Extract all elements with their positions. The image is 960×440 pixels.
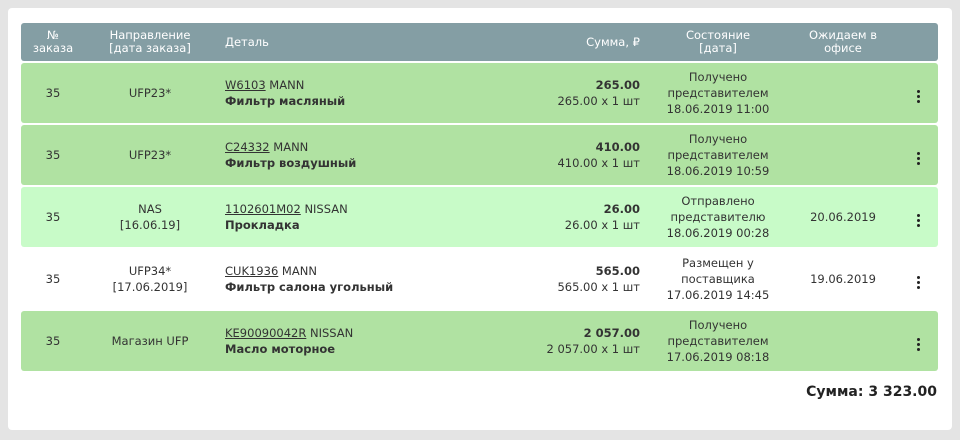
total-sum: Сумма: 3 323.00: [806, 384, 937, 400]
table-row[interactable]: 35 UFP34* [17.06.2019] CUK1936 MANN Филь…: [21, 249, 938, 309]
table-header: № заказа Направление [дата заказа] Деталь …: [21, 23, 938, 61]
more-options-icon[interactable]: [911, 212, 926, 229]
direction-name: UFP23*: [128, 86, 172, 100]
row-actions: [898, 143, 938, 167]
more-options-icon[interactable]: [911, 336, 926, 353]
status-date: 17.06.2019 14:45: [666, 288, 770, 302]
order-number: 35: [45, 148, 61, 162]
status-line-2: представителем: [667, 86, 769, 100]
part-brand: MANN: [281, 264, 317, 278]
direction: UFP23*: [85, 85, 215, 101]
part-info: CUK1936 MANN Фильтр салона угольный: [215, 263, 433, 295]
part-code-link[interactable]: W6103: [225, 78, 266, 92]
header-order-number: № заказа: [32, 28, 74, 55]
direction-name: NAS: [138, 202, 162, 216]
header-state: Состояние [дата]: [685, 28, 751, 55]
part-name: Фильтр масляный: [225, 94, 346, 108]
expected-date: 20.06.2019: [810, 210, 876, 224]
part-brand: MANN: [273, 140, 309, 154]
sum-detail: 2 057.00 x 1 шт: [546, 342, 640, 356]
status-line-1: Отправлено: [681, 194, 755, 208]
status-line-1: Размещен у: [682, 256, 754, 270]
sum: 410.00 410.00 x 1 шт: [433, 139, 648, 171]
status-line-2: представителем: [667, 148, 769, 162]
direction-name: UFP34*: [128, 264, 172, 278]
direction: Магазин UFP: [85, 333, 215, 349]
table-row[interactable]: 35 UFP23* C24332 MANN Фильтр воздушный 4…: [21, 125, 938, 185]
sum-total: 26.00: [603, 202, 640, 216]
part-name: Фильтр салона угольный: [225, 280, 394, 294]
part-code-link[interactable]: 1102601M02: [225, 202, 301, 216]
more-options-icon[interactable]: [911, 274, 926, 291]
part-code-link[interactable]: CUK1936: [225, 264, 279, 278]
status-date: 18.06.2019 00:28: [666, 226, 770, 240]
sum-total: 265.00: [595, 78, 640, 92]
status-line-1: Получено: [688, 132, 748, 146]
sum-total: 565.00: [595, 264, 640, 278]
table-row[interactable]: 35 Магазин UFP KE90090042R NISSAN Масло …: [21, 311, 938, 371]
table-row[interactable]: 35 UFP23* W6103 MANN Фильтр масляный 265…: [21, 63, 938, 123]
part-info: C24332 MANN Фильтр воздушный: [215, 139, 433, 171]
status-line-2: поставщика: [681, 272, 755, 286]
status: Получено представителем 17.06.2019 08:18: [648, 317, 788, 365]
sum-detail: 410.00 x 1 шт: [557, 156, 640, 170]
status-line-2: представителю: [670, 210, 766, 224]
part-name: Прокладка: [225, 218, 300, 232]
sum: 2 057.00 2 057.00 x 1 шт: [433, 325, 648, 357]
row-actions: [898, 205, 938, 229]
part-name: Фильтр воздушный: [225, 156, 357, 170]
direction-name: UFP23*: [128, 148, 172, 162]
order-number: 35: [45, 210, 61, 224]
part-info: KE90090042R NISSAN Масло моторное: [215, 325, 433, 357]
direction: UFP23*: [85, 147, 215, 163]
header-direction: Направление [дата заказа]: [109, 28, 191, 55]
sum-total: 2 057.00: [583, 326, 640, 340]
part-name: Масло моторное: [225, 342, 336, 356]
table-row[interactable]: 35 NAS [16.06.19] 1102601M02 NISSAN Прок…: [21, 187, 938, 247]
status-date: 17.06.2019 08:18: [666, 350, 770, 364]
sum-detail: 265.00 x 1 шт: [557, 94, 640, 108]
more-options-icon[interactable]: [911, 150, 926, 167]
part-code-link[interactable]: KE90090042R: [225, 326, 307, 340]
expected-date: 19.06.2019: [810, 272, 876, 286]
status-date: 18.06.2019 11:00: [666, 102, 770, 116]
sum: 26.00 26.00 x 1 шт: [433, 201, 648, 233]
header-expected: Ожидаем в офисе: [808, 28, 878, 55]
order-date: [16.06.19]: [119, 218, 181, 232]
order-number: 35: [45, 334, 61, 348]
status: Получено представителем 18.06.2019 10:59: [648, 131, 788, 179]
order-number: 35: [45, 272, 61, 286]
row-actions: [898, 81, 938, 105]
status-date: 18.06.2019 10:59: [666, 164, 770, 178]
order-number: 35: [45, 86, 61, 100]
status: Размещен у поставщика 17.06.2019 14:45: [648, 255, 788, 303]
status-line-1: Получено: [688, 318, 748, 332]
sum-total: 410.00: [595, 140, 640, 154]
direction-name: Магазин UFP: [111, 334, 189, 348]
direction: UFP34* [17.06.2019]: [85, 263, 215, 295]
orders-table: № заказа Направление [дата заказа] Деталь …: [21, 23, 938, 371]
part-info: 1102601M02 NISSAN Прокладка: [215, 201, 433, 233]
part-brand: MANN: [269, 78, 305, 92]
status: Отправлено представителю 18.06.2019 00:2…: [648, 193, 788, 241]
order-date: [17.06.2019]: [112, 280, 188, 294]
part-info: W6103 MANN Фильтр масляный: [215, 77, 433, 109]
row-actions: [898, 329, 938, 353]
direction: NAS [16.06.19]: [85, 201, 215, 233]
row-actions: [898, 267, 938, 291]
sum: 265.00 265.00 x 1 шт: [433, 77, 648, 109]
header-part: Деталь: [225, 34, 269, 49]
sum: 565.00 565.00 x 1 шт: [433, 263, 648, 295]
header-sum: Сумма, ₽: [586, 34, 640, 49]
sum-detail: 565.00 x 1 шт: [557, 280, 640, 294]
status-line-2: представителем: [667, 334, 769, 348]
part-brand: NISSAN: [304, 202, 348, 216]
orders-card: № заказа Направление [дата заказа] Деталь …: [8, 8, 952, 430]
part-brand: NISSAN: [310, 326, 354, 340]
part-code-link[interactable]: C24332: [225, 140, 270, 154]
more-options-icon[interactable]: [911, 88, 926, 105]
status-line-1: Получено: [688, 70, 748, 84]
sum-detail: 26.00 x 1 шт: [564, 218, 640, 232]
status: Получено представителем 18.06.2019 11:00: [648, 69, 788, 117]
